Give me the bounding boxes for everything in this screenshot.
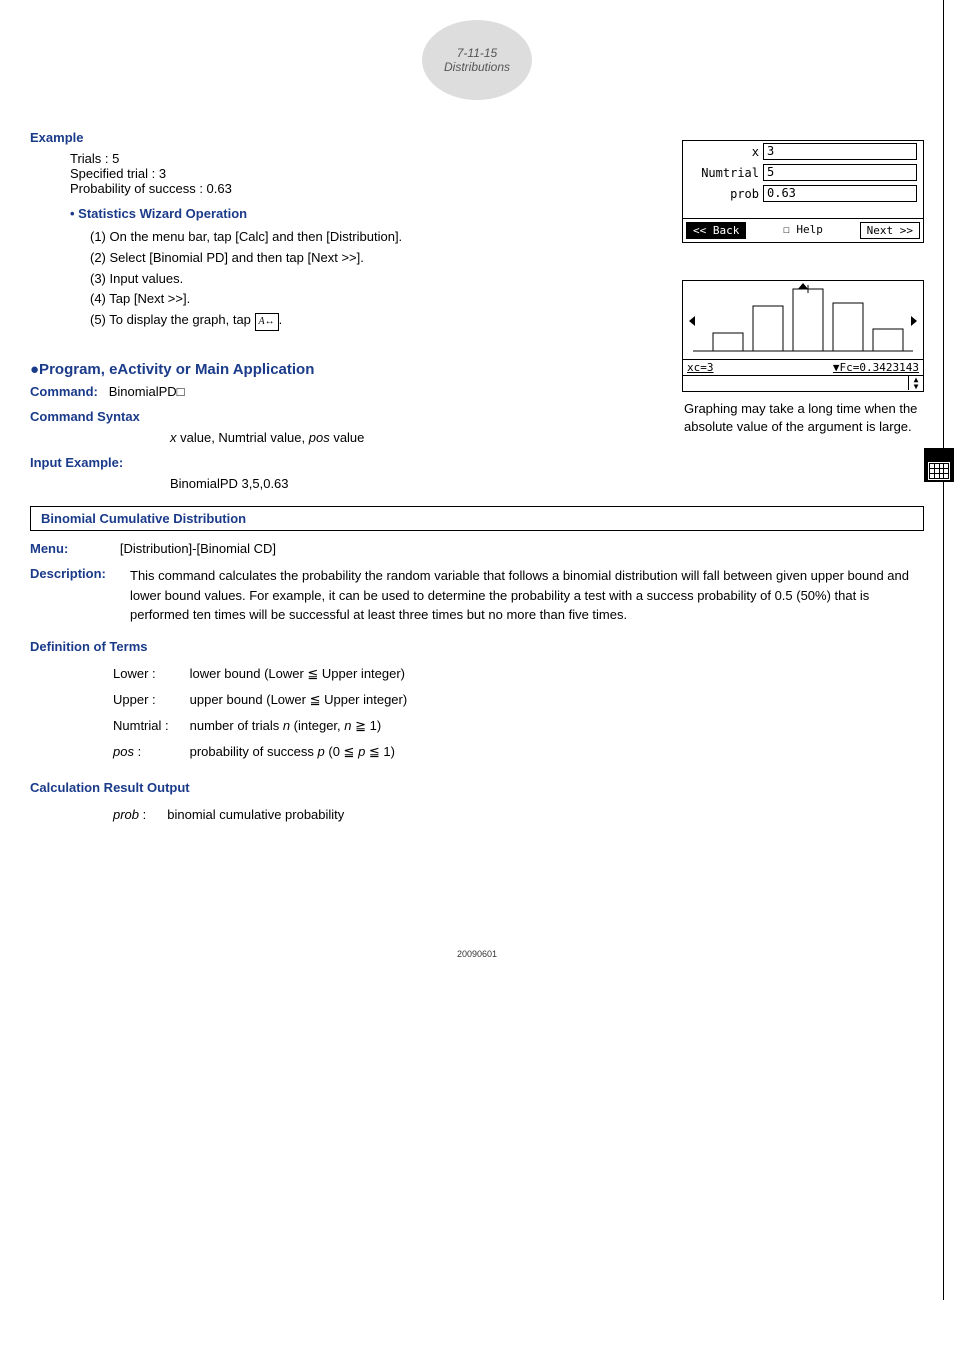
- term-name-upper: Upper :: [112, 688, 187, 712]
- t2-pre: number of trials: [190, 718, 283, 733]
- graph-scroll-arrows[interactable]: ▲▼: [908, 376, 923, 390]
- graph-input-cell[interactable]: [683, 376, 908, 390]
- out-it: prob: [113, 807, 139, 822]
- syntax-end: value: [330, 430, 365, 445]
- t2-it: n: [283, 718, 290, 733]
- back-button[interactable]: << Back: [686, 222, 746, 239]
- term-row-pos: pos : probability of success p (0 ≦ p ≦ …: [112, 740, 408, 764]
- calc-label-prob: prob: [689, 187, 763, 201]
- term-desc-upper: upper bound (Lower ≦ Upper integer): [189, 688, 409, 712]
- t3-pre: probability of success: [190, 744, 318, 759]
- calc-label-x: x: [689, 145, 763, 159]
- calc-field-prob[interactable]: 0.63: [763, 185, 917, 202]
- menu-line: Menu: [Distribution]-[Binomial CD]: [30, 541, 924, 556]
- t3-name-it: pos: [113, 744, 134, 759]
- t2-it2: n: [344, 718, 351, 733]
- term-row-lower: Lower : lower bound (Lower ≦ Upper integ…: [112, 662, 408, 686]
- t3-name-post: :: [134, 744, 141, 759]
- output-desc: binomial cumulative probability: [166, 803, 345, 827]
- graph-input-row: ▲▼: [683, 375, 923, 390]
- binomial-cd-title: Binomial Cumulative Distribution: [30, 506, 924, 531]
- graph-screenshot: xc=3 ▼Fc=0.3423143 ▲▼: [682, 280, 924, 392]
- calc-field-numtrial[interactable]: 5: [763, 164, 917, 181]
- syntax-mid: value, Numtrial value,: [177, 430, 309, 445]
- graph-note: Graphing may take a long time when the a…: [684, 400, 924, 436]
- calc-row-numtrial: Numtrial 5: [683, 162, 923, 183]
- wizard-step-2: (2) Select [Binomial PD] and then tap [N…: [90, 248, 924, 269]
- output-row: prob : binomial cumulative probability: [112, 803, 345, 827]
- graph-svg: [683, 281, 923, 359]
- t3-post2: ≦ 1): [365, 744, 395, 759]
- calc-row-prob: prob 0.63: [683, 183, 923, 204]
- output-name: prob :: [112, 803, 164, 827]
- description-block: Description:This command calculates the …: [30, 566, 924, 625]
- input-value: BinomialPD 3,5,0.63: [170, 476, 924, 491]
- term-name-pos: pos :: [112, 740, 187, 764]
- next-button[interactable]: Next >>: [860, 222, 920, 239]
- graph-tap-icon: A↔: [255, 313, 279, 331]
- side-icon-grid: [928, 462, 950, 480]
- graph-xc: xc=3: [687, 361, 714, 374]
- wizard-step-5-text: (5) To display the graph, tap: [90, 312, 255, 327]
- calc-row-x: x 3: [683, 141, 923, 162]
- syntax-pos: pos: [309, 430, 330, 445]
- side-calculator-icon: [924, 448, 954, 482]
- output-table: prob : binomial cumulative probability: [110, 801, 347, 829]
- page-header: 7-11-15 Distributions: [30, 20, 924, 100]
- command-label: Command:: [30, 384, 98, 399]
- term-desc-lower: lower bound (Lower ≦ Upper integer): [189, 662, 409, 686]
- graph-status: xc=3 ▼Fc=0.3423143: [683, 359, 923, 375]
- menu-label: Menu:: [30, 541, 68, 556]
- menu-value: [Distribution]-[Binomial CD]: [120, 541, 276, 556]
- out-post: :: [139, 807, 146, 822]
- t2-post2: ≧ 1): [352, 718, 382, 733]
- help-button[interactable]: ☐ Help: [777, 222, 829, 239]
- input-label: Input Example:: [30, 455, 924, 470]
- command-value: BinomialPD□: [109, 384, 185, 399]
- t3-post: (0 ≦: [325, 744, 358, 759]
- footer: 20090601: [30, 949, 924, 959]
- term-name-numtrial: Numtrial :: [112, 714, 187, 738]
- t2-post: (integer,: [290, 718, 344, 733]
- term-name-lower: Lower :: [112, 662, 187, 686]
- calc-field-x[interactable]: 3: [763, 143, 917, 160]
- calc-screenshot: x 3 Numtrial 5 prob 0.63 << Back ☐ Help …: [682, 140, 924, 243]
- terms-table: Lower : lower bound (Lower ≦ Upper integ…: [110, 660, 410, 766]
- header-title: Distributions: [444, 60, 510, 74]
- terms-heading: Definition of Terms: [30, 639, 924, 654]
- term-desc-pos: probability of success p (0 ≦ p ≦ 1): [189, 740, 409, 764]
- term-row-upper: Upper : upper bound (Lower ≦ Upper integ…: [112, 688, 408, 712]
- t3-it: p: [318, 744, 325, 759]
- graph-fc: ▼Fc=0.3423143: [833, 361, 919, 374]
- page-right-border: [943, 0, 944, 1300]
- header-page: 7-11-15: [457, 46, 497, 60]
- term-desc-numtrial: number of trials n (integer, n ≧ 1): [189, 714, 409, 738]
- header-badge: 7-11-15 Distributions: [422, 20, 532, 100]
- calc-label-numtrial: Numtrial: [689, 166, 763, 180]
- output-heading: Calculation Result Output: [30, 780, 924, 795]
- calc-button-row: << Back ☐ Help Next >>: [683, 218, 923, 242]
- term-row-numtrial: Numtrial : number of trials n (integer, …: [112, 714, 408, 738]
